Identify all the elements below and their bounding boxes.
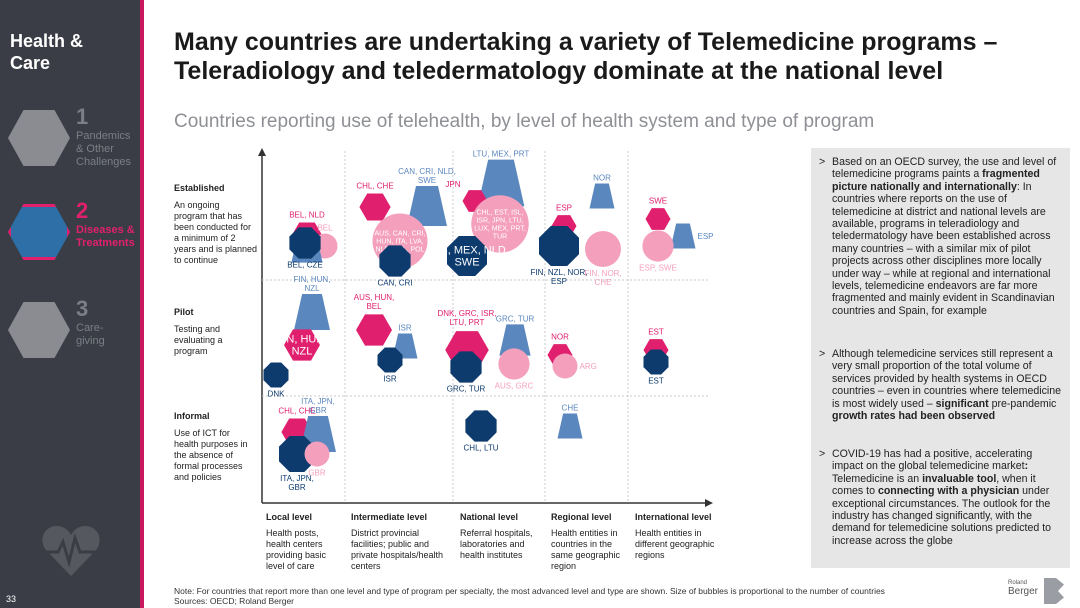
telepsychiatry-bubble-label: AUS, MEX, NLD, SWE bbox=[425, 245, 509, 269]
sidebar-accent-bar bbox=[140, 0, 144, 608]
col-label-regional: Regional level Health entities in countri… bbox=[551, 512, 621, 571]
teledermatology-bubble bbox=[557, 413, 583, 439]
teledermatology-bubble bbox=[589, 183, 615, 209]
telemonitoring-bubble-label: CHL, CHE bbox=[278, 406, 315, 415]
teledermatology-bubble bbox=[477, 159, 525, 207]
col-label-intermediate: Intermediate level District provincial fa… bbox=[351, 512, 444, 571]
row-label-pilot: Pilot Testing and evaluating a program bbox=[174, 307, 223, 356]
telemonitoring-bubble bbox=[645, 208, 671, 230]
telepsychiatry-bubble-label: DNK bbox=[268, 390, 286, 399]
telemonitoring-bubble bbox=[359, 193, 391, 221]
teleradiology-bubble-label: GBR bbox=[308, 469, 326, 478]
teledermatology-bubble-label: ESP bbox=[698, 232, 714, 241]
sidebar-item-label: Pandemics & Other Challenges bbox=[76, 130, 132, 168]
teleradiology-bubble-label: ESP, SWE bbox=[639, 264, 677, 273]
telepsychiatry-bubble bbox=[279, 436, 315, 472]
sidebar-item-label: Diseases & Treatments bbox=[76, 224, 135, 249]
telepsychiatry-bubble bbox=[377, 347, 403, 373]
telemonitoring-bubble-label: DNK, GRC, ISR, LTU, PRT bbox=[437, 309, 496, 327]
page-number: 33 bbox=[6, 594, 17, 604]
teledermatology-bubble-label: NOR bbox=[593, 174, 611, 183]
telepsychiatry-bubble-label: BEL, CZE bbox=[287, 261, 323, 270]
page-subtitle: Countries reporting use of telehealth, b… bbox=[174, 111, 875, 132]
x-axis-arrow bbox=[705, 499, 713, 507]
sidebar-item-label: Care- giving bbox=[76, 322, 105, 347]
insight-bullet-3: > COVID-19 has had a positive, accelerat… bbox=[819, 448, 1052, 547]
teledermatology-bubble-label: GRC, TUR bbox=[496, 314, 535, 323]
telepsychiatry-bubble bbox=[289, 227, 321, 259]
col-label-local: Local level Health posts, health centers … bbox=[266, 512, 327, 571]
telepsychiatry-bubble bbox=[465, 410, 497, 442]
telepsychiatry-bubble-label: CAN, CRI bbox=[377, 279, 412, 288]
insight-bullet-1: > Based on an OECD survey, the use and l… bbox=[819, 156, 1057, 317]
teleradiology-bubble bbox=[552, 353, 578, 379]
teleradiology-bubble bbox=[471, 195, 529, 253]
teledermatology-bubble-label: FIN, HUN, NZL bbox=[294, 275, 331, 293]
teledermatology-bubble-label: ISR bbox=[398, 324, 412, 333]
telehealth-matrix-chart: BEL, NLD BEL BEL, CZE CHL, CHE CAN, CRI, NLD… bbox=[258, 148, 714, 507]
telepsychiatry-bubble-label: GRC, TUR bbox=[447, 385, 486, 394]
telepsychiatry-bubble-label: EST bbox=[648, 377, 664, 386]
teledermatology-bubble-label: CHE bbox=[562, 404, 579, 413]
teleradiology-bubble-label: FIN, NOR, CHE bbox=[584, 269, 621, 287]
teledermatology-bubble-label: CAN, CRI, NLD, SWE bbox=[398, 167, 456, 185]
heart-pulse-icon bbox=[42, 526, 100, 576]
roland-berger-logo: Roland Berger bbox=[1008, 578, 1064, 604]
teleradiology-bubble-label: ARG bbox=[580, 362, 597, 371]
pandemics-photo-icon bbox=[8, 110, 70, 166]
insight-bullet-2: > Although telemedicine services still r… bbox=[819, 348, 1062, 423]
telepsychiatry-bubble-label: ISR bbox=[383, 375, 397, 384]
teledermatology-bubble-label: ITA, JPN, GBR bbox=[301, 397, 335, 415]
row-label-informal: Informal Use of ICT for health purposes i… bbox=[174, 411, 248, 482]
insights-panel: > Based on an OECD survey, the use and l… bbox=[811, 148, 1070, 568]
teledermatology-bubble bbox=[407, 186, 447, 226]
page-title: Many countries are undertaking a variety… bbox=[174, 28, 998, 85]
teledermatology-bubble bbox=[294, 294, 330, 330]
telemonitoring-bubble-label: BEL, NLD bbox=[289, 210, 325, 219]
telemonitoring-bubble bbox=[356, 314, 392, 346]
logo-mark-icon bbox=[1044, 578, 1064, 604]
footnote: Note: For countries that report more tha… bbox=[174, 586, 885, 606]
teledermatology-bubble-label: CHL, DNK, EST,LTU, MEX, PRT bbox=[472, 148, 531, 159]
telemonitoring-bubble-label: JPN bbox=[445, 180, 460, 189]
teledermatology-bubble bbox=[670, 223, 696, 249]
telemonitoring-bubble bbox=[284, 329, 320, 361]
teleradiology-bubble bbox=[642, 230, 674, 262]
telemonitoring-bubble-label: CHL, CHE bbox=[356, 181, 393, 190]
telepsychiatry-bubble bbox=[379, 245, 411, 277]
telepsychiatry-bubble bbox=[643, 349, 669, 375]
teleradiology-bubble bbox=[304, 441, 330, 467]
caregiving-photo-icon bbox=[8, 302, 70, 358]
telemonitoring-bubble-label: AUS, HUN, BEL bbox=[354, 293, 394, 311]
telepsychiatry-bubble-label: CHL, LTU bbox=[464, 444, 499, 453]
telemonitoring-bubble-label: NOR bbox=[551, 333, 569, 342]
telemonitoring-bubble-label: SWE bbox=[649, 197, 667, 206]
teleradiology-bubble-label: AUS, GRC bbox=[495, 382, 534, 391]
col-label-national: National level Referral hospitals, labora… bbox=[460, 512, 533, 560]
telemonitoring-bubble-label: FIN, HUN, NZL bbox=[277, 334, 328, 358]
sidebar-title: Health & Care bbox=[10, 31, 84, 73]
telepsychiatry-bubble-label: FIN, NZL, NOR, ESP bbox=[531, 268, 588, 286]
sidebar: Health & Care 1 Pandemics & Other Challe… bbox=[0, 0, 140, 608]
teledermatology-bubble bbox=[499, 324, 531, 356]
teleradiology-bubble bbox=[498, 348, 530, 380]
sidebar-item-pandemics[interactable]: 1 Pandemics & Other Challenges bbox=[6, 104, 136, 172]
telepsychiatry-bubble bbox=[447, 236, 487, 276]
sidebar-item-caregiving[interactable]: 3 Care- giving bbox=[6, 296, 136, 364]
teleradiology-bubble-label: CHL, EST, ISL, ISR, JPN, LTU, LUX, MEX, PR… bbox=[474, 209, 526, 240]
y-axis-arrow bbox=[258, 148, 266, 156]
telemonitoring-bubble-label: EST bbox=[648, 328, 664, 337]
teleradiology-bubble bbox=[585, 231, 621, 267]
telemonitoring-bubble-label: ESP bbox=[556, 204, 572, 213]
col-label-international: International level Health entities in di… bbox=[635, 512, 715, 560]
telepsychiatry-bubble bbox=[450, 351, 482, 383]
diseases-photo-icon bbox=[8, 204, 70, 260]
row-label-established: Established An ongoing program that has be… bbox=[174, 183, 258, 265]
telepsychiatry-bubble bbox=[539, 226, 579, 266]
teleradiology-bubble-label: BEL bbox=[317, 224, 333, 233]
telepsychiatry-bubble-label: ITA, JPN, GBR bbox=[280, 474, 314, 492]
telepsychiatry-bubble bbox=[263, 362, 289, 388]
sidebar-item-diseases[interactable]: 2 Diseases & Treatments bbox=[6, 198, 136, 266]
